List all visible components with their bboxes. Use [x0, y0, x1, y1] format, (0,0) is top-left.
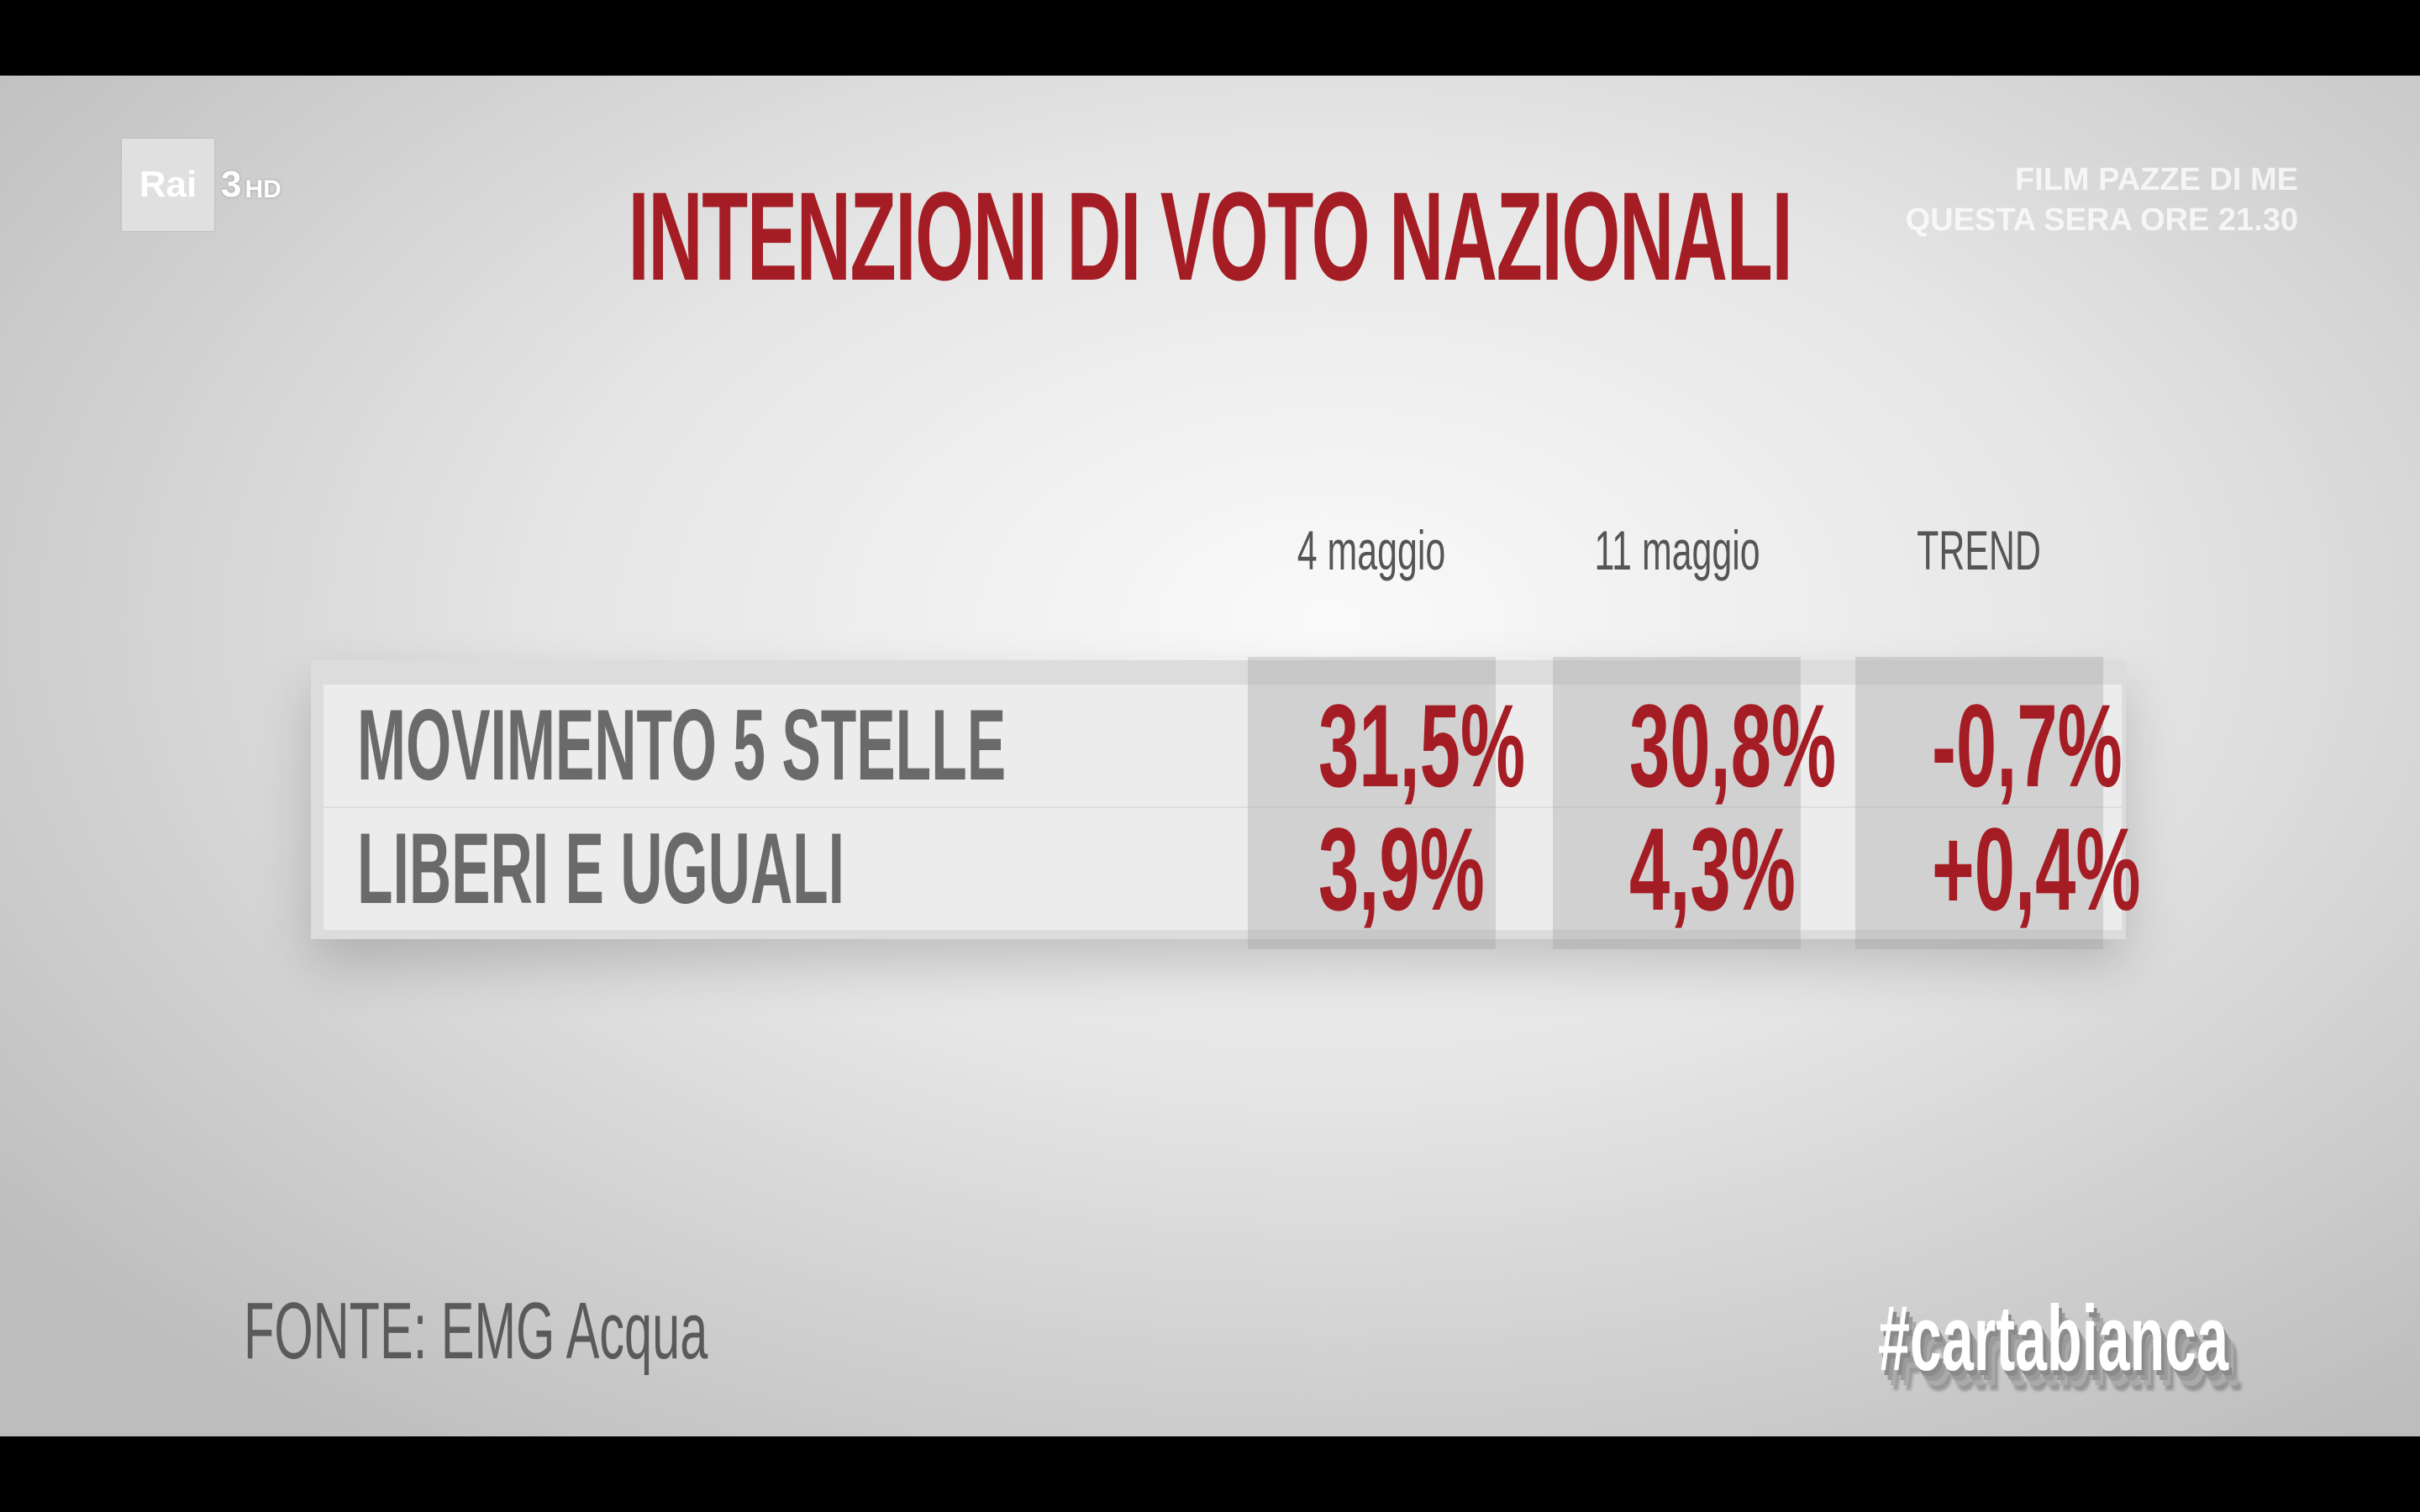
promo-line-2: QUESTA SERA ORE 21.30	[1905, 202, 2298, 238]
data-label: 3,9%	[1318, 803, 1485, 935]
row-label: MOVIMENTO 5 STELLE	[357, 689, 1007, 801]
hashtag-label: #cartabianca	[1878, 1287, 2229, 1390]
data-label: -0,7%	[1932, 680, 2123, 811]
data-label: 4,3%	[1629, 803, 1796, 935]
row-label: LIBERI E UGUALI	[357, 812, 845, 925]
column-header: 11 maggio	[1594, 519, 1760, 581]
table-row	[324, 808, 2122, 930]
rai-logo-box: Rai	[122, 139, 214, 231]
logo-hd: HD	[245, 176, 281, 203]
channel-logo: Rai 3 HD	[122, 139, 281, 231]
column-highlight	[1553, 657, 1801, 949]
table-row	[324, 685, 2122, 806]
broadcast-frame: Rai 3 HD FILM PAZZE DI ME QUESTA SERA OR…	[0, 76, 2420, 1436]
column-header: TREND	[1917, 519, 2041, 581]
data-label: 30,8%	[1629, 680, 1837, 811]
promo-line-1: FILM PAZZE DI ME	[2014, 162, 2298, 197]
column-highlight	[1855, 657, 2103, 949]
logo-brand: Rai	[139, 164, 197, 205]
logo-channel-number: 3	[221, 164, 242, 205]
column-header: 4 maggio	[1297, 519, 1446, 581]
source-label: FONTE: EMG Acqua	[244, 1286, 708, 1376]
column-highlight	[1248, 657, 1496, 949]
data-label: 31,5%	[1318, 680, 1526, 811]
promo-overlay: FILM PAZZE DI ME QUESTA SERA ORE 21.30	[1906, 160, 2298, 240]
chart-title: INTENZIONI DI VOTO NAZIONALI	[628, 165, 1793, 307]
data-label: +0,4%	[1932, 803, 2141, 935]
